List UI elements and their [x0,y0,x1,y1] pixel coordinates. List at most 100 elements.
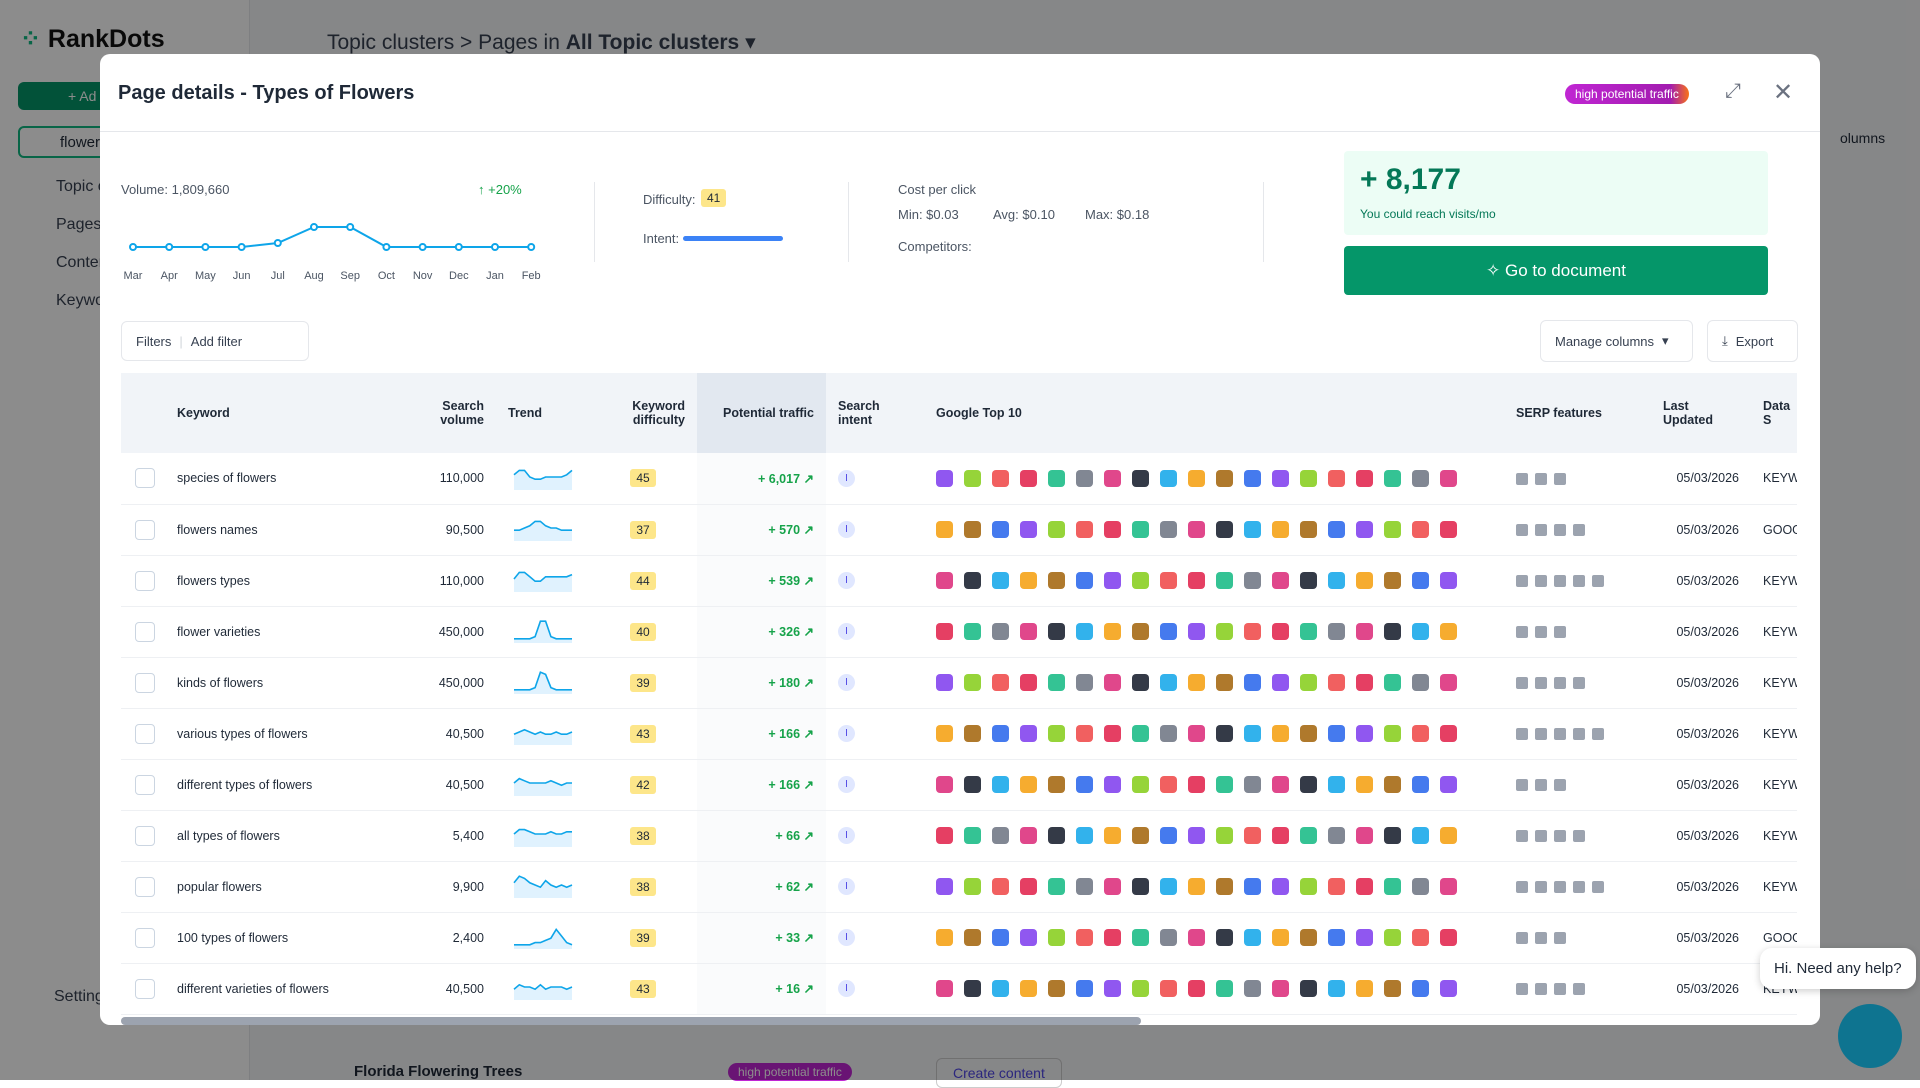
filters[interactable]: Filters [136,334,171,349]
site-icon [1104,623,1121,640]
checkbox[interactable] [135,571,155,591]
site-icon [1048,878,1065,895]
chat-button[interactable] [1838,1004,1902,1068]
trend-area [514,621,572,643]
trend-icon: ↗ [800,880,814,894]
site-icon [964,929,981,946]
site-icon [1188,725,1205,742]
potential-traffic: + 33 [775,931,800,945]
site-icon [1132,980,1149,997]
intent: I [838,470,855,487]
checkbox[interactable] [135,724,155,744]
serp-icon [1516,626,1528,638]
site-icon [1356,674,1373,691]
data-source: KEYW [1751,708,1797,759]
export[interactable]: ⤓Export [1707,320,1798,362]
site-icon [1020,980,1037,997]
trend-sparkline [513,974,573,1000]
traffic-cell: + 166 ↗ [697,708,826,759]
expand-icon[interactable]: ⤢ [1725,80,1741,103]
trend-icon: ↗ [800,625,814,639]
manage-text: Manage columns [1555,334,1654,349]
intent-cell: I [826,861,924,912]
site-icon [1160,470,1177,487]
volume-point [311,224,317,230]
checkbox[interactable] [135,468,155,488]
month-label: Feb [522,270,541,282]
manage-columns[interactable]: Manage columns▾ [1540,320,1693,362]
last-updated: 05/03/2026 [1651,453,1751,504]
serp-icon [1573,983,1585,995]
checkbox[interactable] [135,622,155,642]
site-icon [1440,470,1457,487]
close-icon[interactable]: ✕ [1773,78,1793,107]
difficulty: 43 [630,725,655,743]
month-label: Aug [304,270,324,282]
site-icon [1076,827,1093,844]
checkbox[interactable] [135,673,155,693]
top10-cell [924,555,1504,606]
site-icon [1048,521,1065,538]
checkbox[interactable] [135,877,155,897]
serp-cell [1504,810,1651,861]
traffic-cell: + 66 ↗ [697,810,826,861]
site-icon [1244,929,1261,946]
site-icon [1104,674,1121,691]
intent: I [838,572,855,589]
checkbox-cell [121,708,165,759]
scrollbar[interactable] [121,1017,1141,1025]
month-label: Mar [124,270,143,282]
site-icon [1104,929,1121,946]
checkbox[interactable] [135,775,155,795]
month-label: Jan [486,270,504,282]
go-button[interactable]: ✧ Go to document [1344,246,1768,295]
site-icon [964,521,981,538]
traffic-cell: + 33 ↗ [697,912,826,963]
change: +20% [488,182,522,197]
trend-cell [496,759,589,810]
site-icon [1132,470,1149,487]
trend-cell [496,555,589,606]
search-volume: 450,000 [388,657,496,708]
site-icon [1440,725,1457,742]
site-icon [1216,623,1233,640]
site-icon [1216,572,1233,589]
difficulty: 38 [630,878,655,896]
site-icon [936,623,953,640]
keyword: all types of flowers [165,810,388,861]
site-icon [1216,929,1233,946]
site-icon [1188,572,1205,589]
checkbox[interactable] [135,979,155,999]
site-icon [1440,521,1457,538]
site-icon [1384,674,1401,691]
serp-icon [1535,473,1547,485]
trend-icon: ↗ [800,982,814,996]
site-icon [1272,521,1289,538]
checkbox[interactable] [135,928,155,948]
serp-icon [1535,779,1547,791]
data-source: KEYW [1751,657,1797,708]
serp-icon [1554,473,1566,485]
month-label: Jun [233,270,251,282]
keyword: different types of flowers [165,759,388,810]
site-icon [1048,623,1065,640]
site-icon [1132,674,1149,691]
traffic-cell: + 570 ↗ [697,504,826,555]
checkbox[interactable] [135,520,155,540]
cpc-avg: Avg: $0.10 [993,207,1055,222]
difficulty-cell: 42 [589,759,697,810]
last-updated: 05/03/2026 [1651,606,1751,657]
site-icon [1020,572,1037,589]
checkbox[interactable] [135,826,155,846]
add-filter[interactable]: Add filter [191,334,242,349]
modal: Page details - Types of Flowers high pot… [100,54,1820,1025]
volume-point [383,244,389,250]
site-icon [1020,878,1037,895]
site-icon [1356,980,1373,997]
trend-sparkline [513,821,573,847]
chat-bubble[interactable]: Hi. Need any help? [1760,948,1916,989]
intent: I [838,521,855,538]
site-icon [1216,827,1233,844]
intent-cell: I [826,759,924,810]
